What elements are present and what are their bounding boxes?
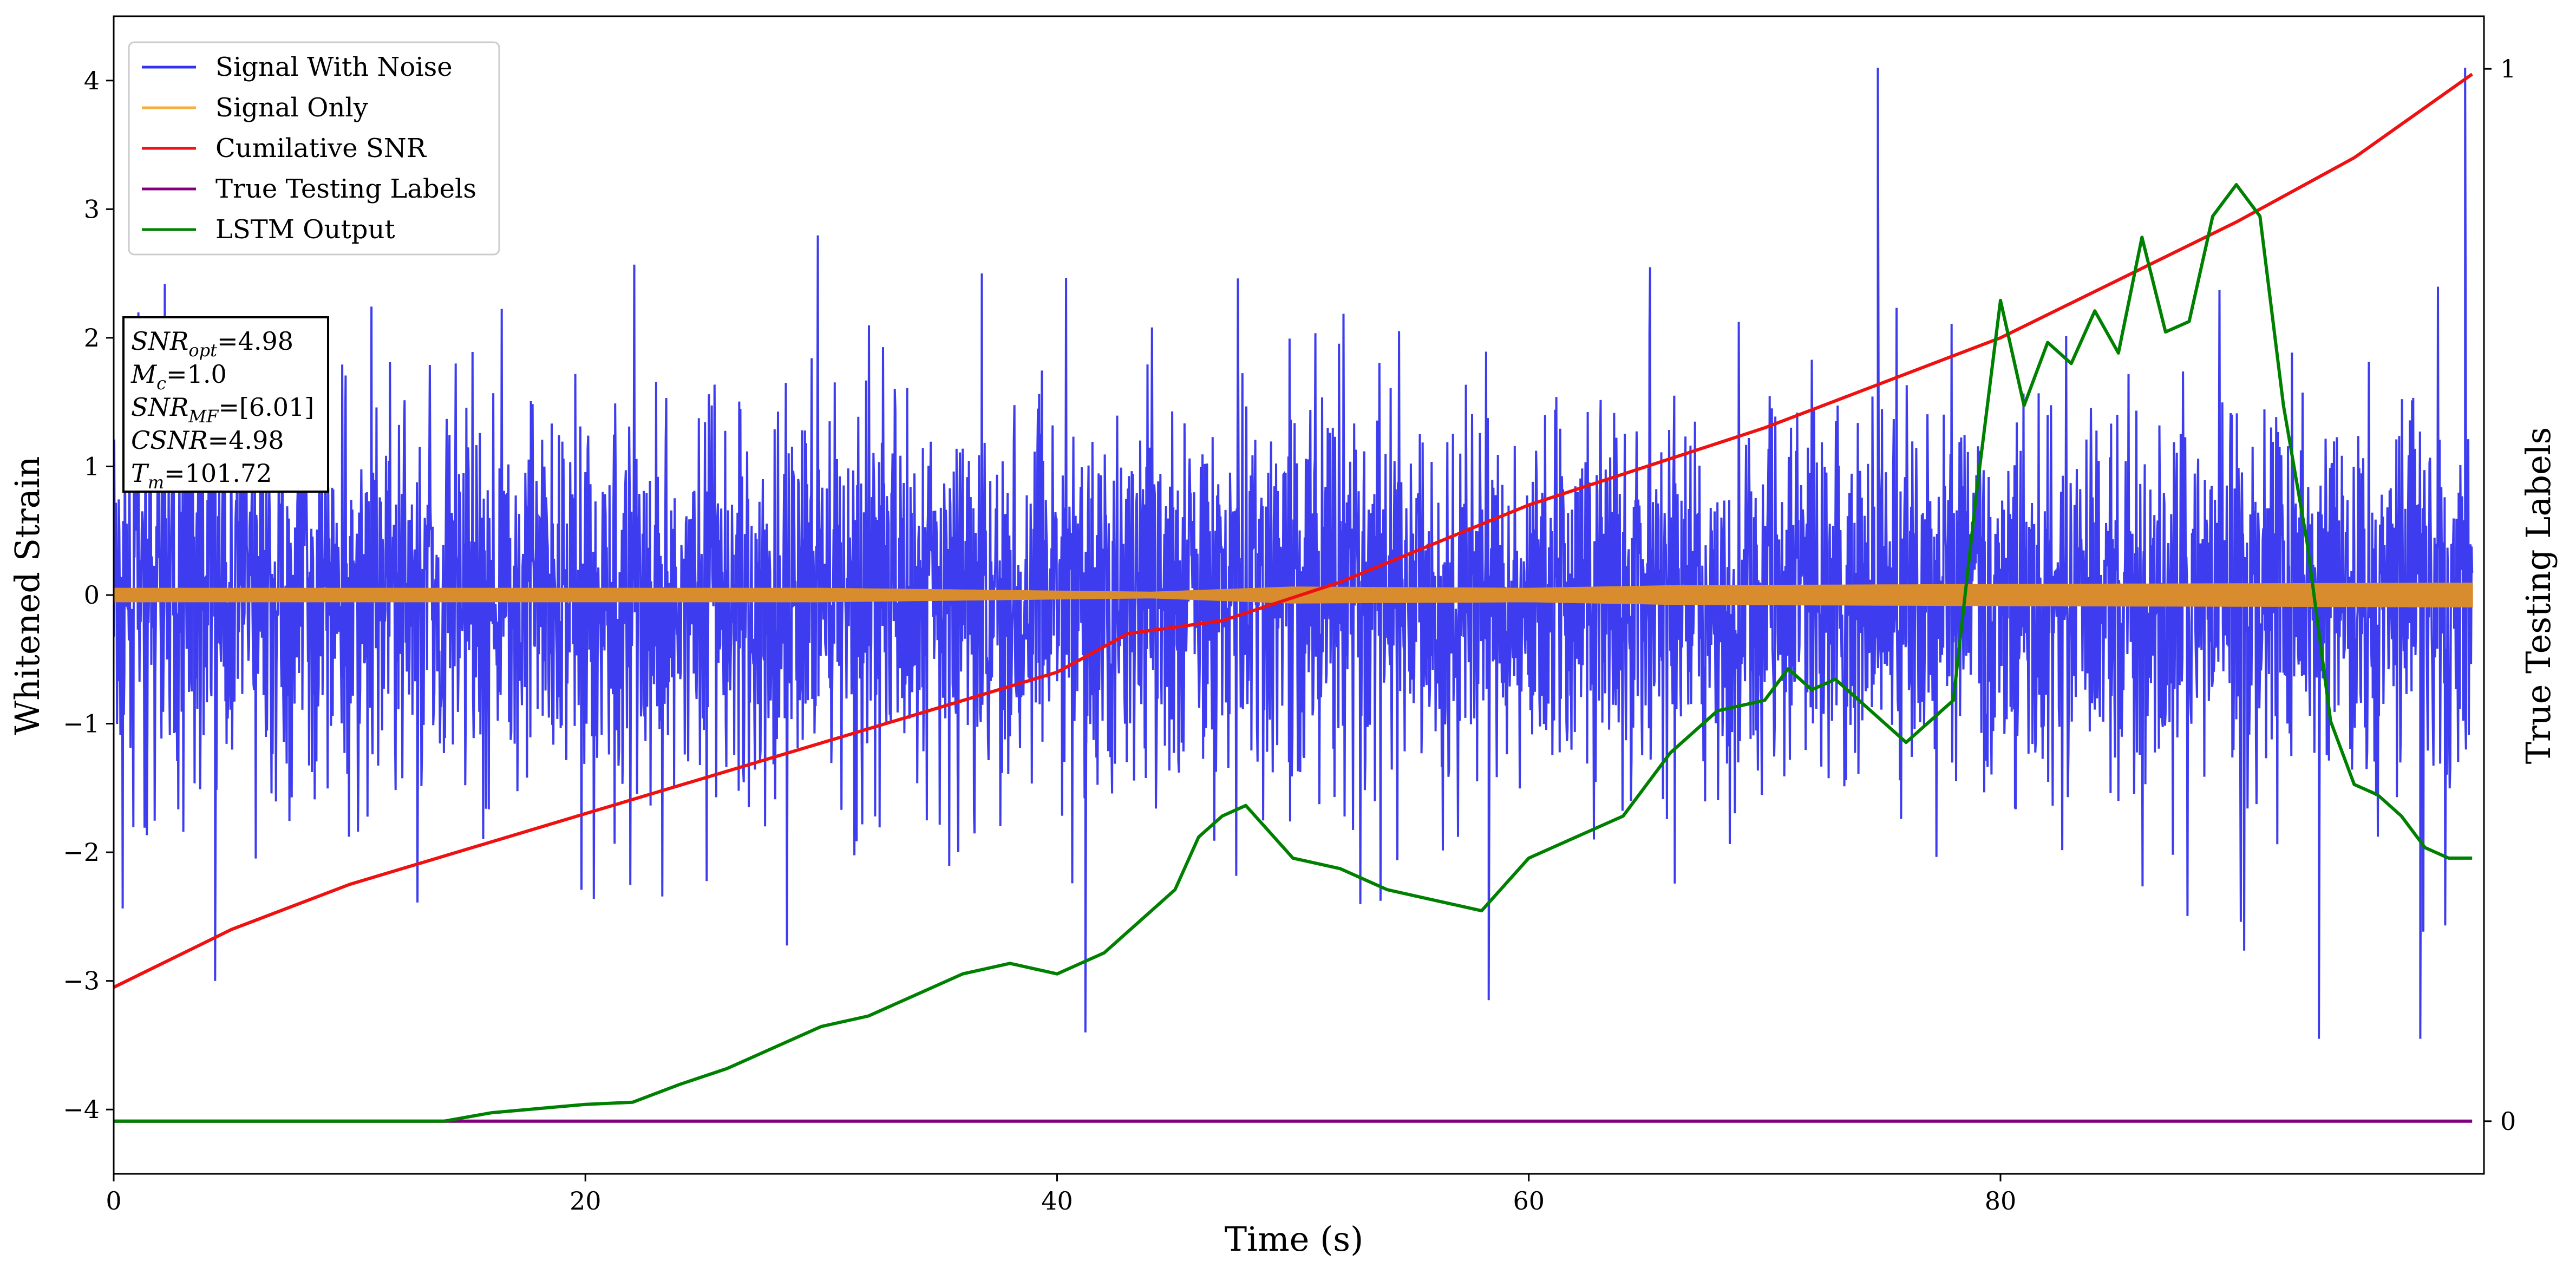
series-layer — [114, 67, 2474, 1123]
legend-label: Signal With Noise — [215, 52, 453, 82]
y-axis-title: Whitened Strain — [8, 456, 47, 735]
x-tick-label: 40 — [1041, 1186, 1073, 1216]
y2-axis-ticks: 01 — [2484, 54, 2516, 1136]
y-tick-label: −3 — [63, 966, 100, 996]
y-tick-label: 0 — [84, 580, 100, 610]
series-signal-with-noise — [114, 67, 2474, 1039]
legend-label: Cumilative SNR — [215, 133, 427, 164]
x-tick-label: 0 — [106, 1186, 121, 1216]
legend-box — [128, 41, 500, 256]
y-tick-label: 2 — [84, 323, 100, 352]
series-lstm-output — [114, 183, 2473, 1123]
info-box-line: Mc=1.0 — [130, 360, 227, 394]
y-tick-label: −4 — [63, 1095, 100, 1124]
y2-axis-title: True Testing Labels — [2519, 427, 2558, 765]
info-box-line: SNRMF=[6.01] — [131, 393, 314, 427]
y-tick-label: −2 — [63, 838, 100, 867]
info-box-frame — [122, 316, 329, 493]
x-axis-title: Time (s) — [1225, 1219, 1364, 1259]
legend-label: LSTM Output — [215, 214, 395, 245]
y-tick-label: 1 — [84, 452, 100, 481]
legend: Signal With Noise Signal Only Cumilative S… — [128, 41, 500, 256]
x-tick-label: 60 — [1513, 1186, 1545, 1216]
y-tick-label: 3 — [84, 194, 100, 224]
y2-tick-label: 1 — [2500, 54, 2516, 83]
info-box-line: CSNR=4.98 — [131, 426, 284, 455]
series-cumilative-snr — [114, 73, 2473, 989]
legend-label: Signal Only — [215, 93, 368, 123]
x-tick-label: 80 — [1985, 1186, 2017, 1216]
y-tick-label: 4 — [84, 66, 100, 95]
info-box-line: Tm=101.72 — [131, 459, 272, 493]
y2-tick-label: 0 — [2500, 1107, 2516, 1136]
y-axis-ticks: −4 −3 −2 −1 0 1 2 3 4 — [63, 66, 114, 1124]
y-tick-label: −1 — [63, 709, 100, 739]
legend-label: True Testing Labels — [215, 174, 476, 204]
x-tick-label: 20 — [570, 1186, 601, 1216]
x-axis-ticks: 0 20 40 60 80 — [106, 1174, 2016, 1216]
series-signal-only — [114, 583, 2473, 607]
info-box-line: SNRopt=4.98 — [131, 326, 293, 361]
